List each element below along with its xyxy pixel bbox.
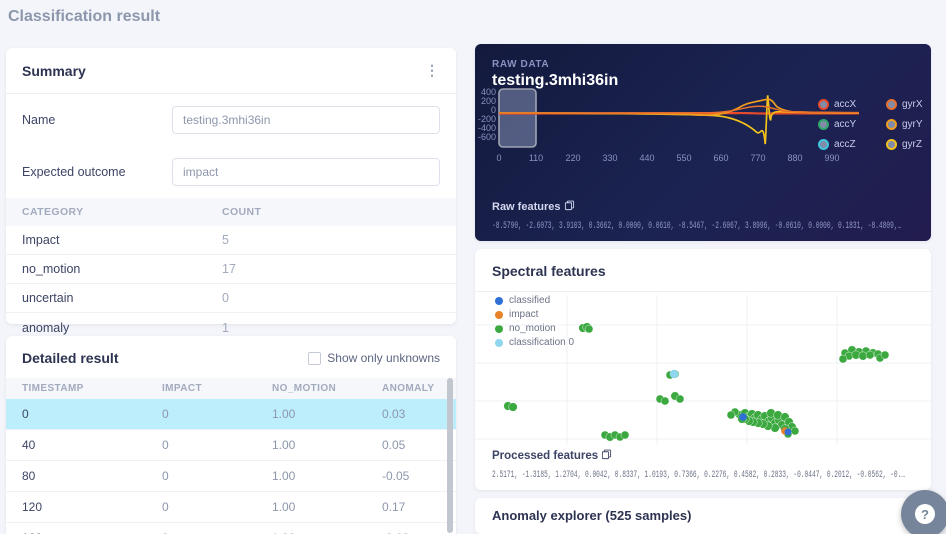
svg-text:550: 550: [676, 153, 691, 163]
svg-text:110: 110: [529, 153, 543, 163]
svg-text:770: 770: [750, 153, 765, 163]
svg-text:0: 0: [496, 153, 501, 163]
svg-text:220: 220: [565, 153, 580, 163]
svg-text:440: 440: [639, 153, 654, 163]
svg-text:330: 330: [602, 153, 617, 163]
svg-text:660: 660: [713, 153, 728, 163]
svg-text:880: 880: [787, 153, 802, 163]
svg-text:-600: -600: [478, 132, 496, 142]
